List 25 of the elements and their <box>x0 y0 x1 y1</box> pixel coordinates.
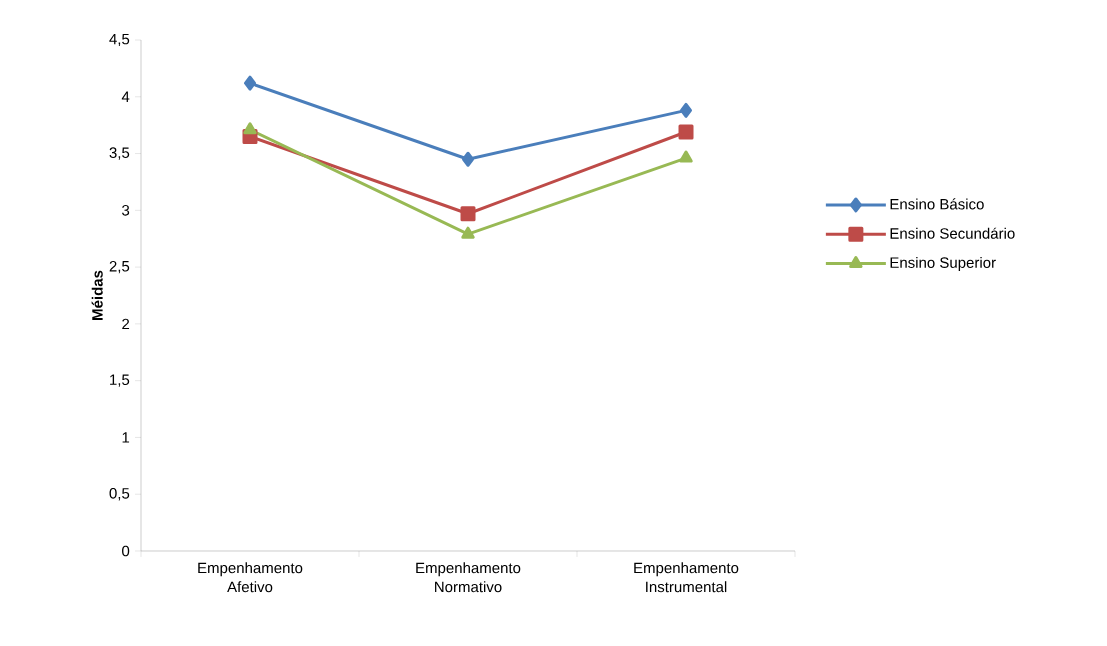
point <box>679 150 693 163</box>
y-tick-label: 0 <box>122 545 130 557</box>
y-tick-label: 4 <box>121 91 130 102</box>
y-axis-title: Méidas <box>91 270 103 320</box>
point <box>244 75 257 91</box>
y-tick-label: 4,5 <box>109 33 130 47</box>
x-tick-label: Empenhamento Normativo <box>416 562 521 593</box>
legend-label: Ensino Básico <box>890 198 984 210</box>
point <box>243 122 257 135</box>
y-tick-label: 1,5 <box>110 374 130 387</box>
y-tick-label: 3,5 <box>109 147 130 160</box>
point <box>680 102 693 118</box>
legend-label: Ensino Superior <box>890 256 996 271</box>
y-tick-label: 1 <box>122 432 130 443</box>
x-tick-label: Empenhamento Afetivo <box>198 562 303 593</box>
legend-label: Ensino Secundário <box>890 227 1015 239</box>
x-tick-label: Empenhamento Instrumental <box>634 562 739 593</box>
y-tick-label: 3 <box>122 205 130 216</box>
y-tick-label: 2,5 <box>109 260 130 274</box>
point <box>462 151 475 167</box>
point <box>678 124 694 140</box>
y-tick-label: 0,5 <box>109 488 130 501</box>
point <box>461 226 475 239</box>
y-tick-label: 2 <box>122 318 130 330</box>
point <box>460 206 476 222</box>
